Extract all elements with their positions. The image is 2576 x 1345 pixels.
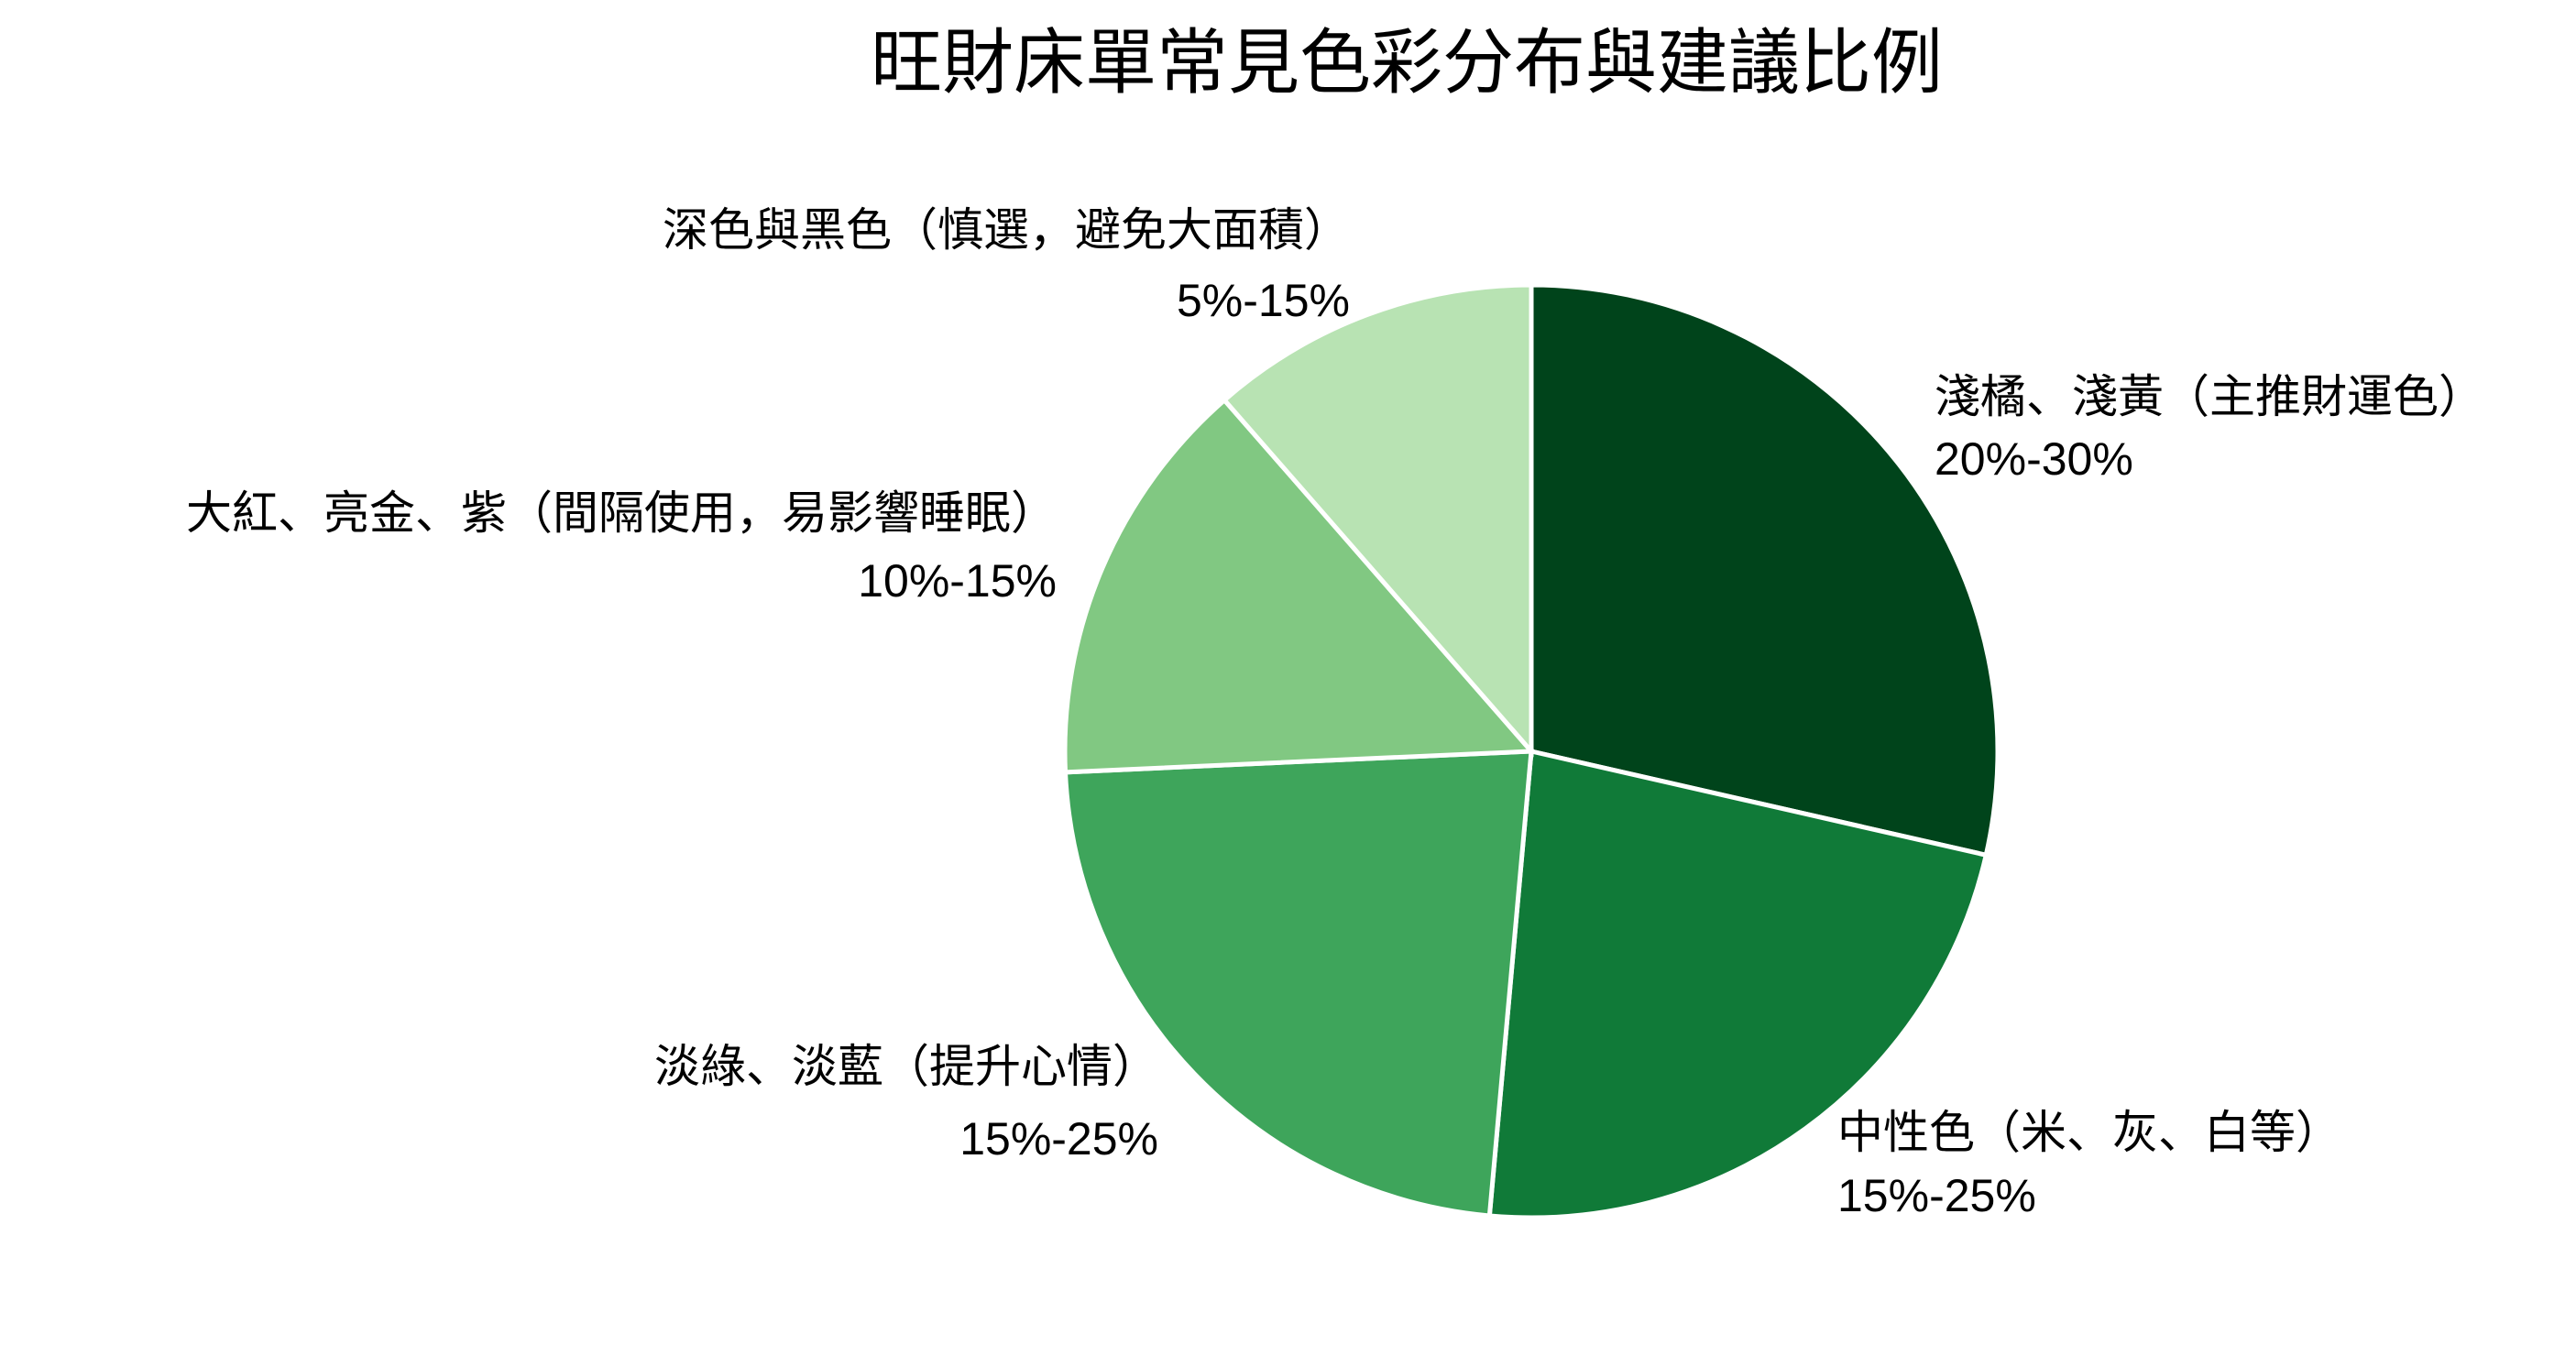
slice-range-label: 15%-25% — [1837, 1170, 2036, 1221]
pie-slice-1 — [1486, 748, 1990, 1220]
slice-range-label: 10%-15% — [858, 555, 1057, 607]
slice-label: 淺橘、淺黃（主推財運色） — [1935, 371, 2484, 422]
pie-slices — [1062, 282, 2001, 1220]
slice-label: 中性色（米、灰、白等） — [1837, 1107, 2341, 1158]
slice-label: 大紅、亮金、紫（間隔使用，易影響睡眠） — [186, 487, 1057, 539]
pie-slice-3 — [1062, 397, 1537, 775]
slice-labels: 淺橘、淺黃（主推財運色） 20%-30% 中性色（米、灰、白等） 15%-25%… — [186, 204, 2484, 1221]
slice-range-label: 20%-30% — [1935, 433, 2133, 485]
slice-label: 深色與黑色（慎選，避免大面積） — [663, 204, 1350, 256]
pie-slice-2 — [1062, 749, 1534, 1219]
chart-title: 旺財床單常見色彩分布與建議比例 — [871, 22, 1943, 103]
slice-label: 淡綠、淡藍（提升心情） — [654, 1041, 1158, 1092]
pie-slice-4 — [1221, 282, 1534, 758]
pie-slice-0 — [1529, 282, 2001, 858]
slice-range-label: 5%-15% — [1177, 275, 1350, 326]
slice-range-label: 15%-25% — [959, 1113, 1158, 1165]
